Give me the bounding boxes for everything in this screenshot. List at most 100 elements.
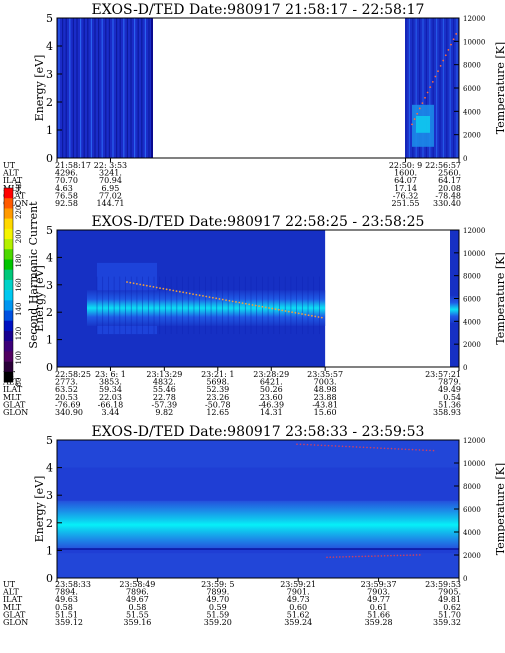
y2-axis-label: Temperature [K] [494, 463, 505, 555]
temperature-point [326, 556, 328, 559]
orbit-row-label: GLON [3, 618, 28, 627]
y-tick-label: 5 [46, 434, 53, 447]
orbit-value: 51.36 [438, 400, 461, 409]
energy-band [87, 290, 326, 326]
orbit-value: 51.59 [206, 610, 229, 619]
temperature-point [450, 43, 452, 46]
orbit-row-label: MLT [3, 603, 22, 612]
y-tick-label: 2 [46, 306, 53, 319]
orbit-value: 7003. [314, 378, 337, 387]
orbit-value: 22:50: 9 [389, 161, 422, 170]
data-segment-2 [405, 18, 459, 158]
temperature-point [274, 308, 277, 311]
temperature-point [376, 447, 379, 449]
y-tick-label: 4 [46, 251, 53, 264]
colorbar-frame [3, 187, 14, 383]
orbit-value: 50.26 [260, 385, 283, 394]
orbit-row-label: GLAT [3, 610, 26, 619]
colorbar-tick-label: 160 [15, 278, 23, 291]
y-tick-label: 3 [46, 68, 53, 81]
temperature-point [418, 449, 421, 451]
orbit-value: 4296. [55, 169, 78, 178]
orbit-value: -76.32 [393, 191, 419, 200]
temperature-point [429, 86, 432, 89]
colorbar-segment [4, 218, 13, 230]
orbit-value: 251.55 [392, 199, 420, 208]
y-tick-label: 2 [46, 96, 53, 109]
temperature-point [359, 446, 361, 448]
orbit-value: 49.77 [367, 595, 390, 604]
orbit-value: 359.12 [55, 618, 83, 627]
orbit-value: 4832. [153, 378, 176, 387]
temperature-point [401, 448, 403, 450]
orbit-value: 51.66 [367, 610, 390, 619]
colorbar-segment [4, 279, 13, 291]
orbit-value: 7903. [367, 588, 390, 597]
y-tick-label: 3 [46, 279, 53, 292]
panel-title: EXOS-D/TED Date:980917 22:58:25 - 23:58:… [92, 214, 425, 230]
orbit-value: 70.94 [99, 176, 122, 185]
orbit-value: 359.20 [204, 618, 232, 627]
y-tick-label: 4 [46, 462, 53, 475]
temperature-point [311, 314, 313, 317]
temperature-point [303, 443, 305, 446]
temperature-point [416, 112, 419, 115]
temperature-point [338, 445, 340, 447]
temperature-point [342, 556, 344, 558]
orbit-row-label: MLT [3, 393, 22, 402]
temperature-point [415, 554, 418, 556]
temperature-point [432, 449, 435, 452]
orbit-value: 49.67 [126, 595, 149, 604]
orbit-value: 0.60 [289, 603, 307, 612]
orbit-value: 4.63 [55, 184, 73, 193]
temperature-point [442, 59, 445, 62]
orbit-value: 22.03 [99, 393, 122, 402]
colorbar-segment [4, 371, 13, 383]
temperature-point [132, 282, 135, 285]
temperature-point [313, 444, 316, 446]
orbit-value: 49.70 [206, 595, 229, 604]
temperature-point [369, 446, 372, 449]
orbit-value: 359.24 [284, 618, 312, 627]
data-region [57, 230, 326, 367]
temperature-point [155, 286, 158, 289]
orbit-row-label: GLON [3, 199, 28, 208]
temperature-point [352, 445, 354, 448]
temperature-point [310, 444, 312, 446]
orbit-value: 9.82 [155, 408, 173, 417]
segment-blob [416, 116, 430, 133]
colorbar-segment [4, 300, 13, 311]
colorbar: 240 220 200 180 160 140 120 100 80 Second Harmoni… [3, 181, 40, 386]
orbit-value: 23:59: 5 [201, 580, 234, 589]
temperature-point [287, 310, 290, 313]
temperature-point [211, 296, 214, 299]
colorbar-segment [4, 188, 13, 199]
temperature-point [408, 448, 410, 451]
orbit-value: 76.58 [55, 191, 78, 200]
orbit-value: 5698. [206, 378, 229, 387]
y2-tick-label: 4000 [463, 108, 481, 116]
temperature-point [320, 316, 323, 319]
temperature-point [129, 281, 132, 284]
orbit-value: 17.14 [394, 184, 417, 193]
orbit-row-label: ILAT [3, 385, 23, 394]
orbit-value: 23:59:21 [280, 580, 316, 589]
temperature-point [351, 555, 354, 558]
temperature-point [235, 301, 237, 303]
orbit-value: 23.60 [260, 393, 283, 402]
temperature-point [198, 294, 201, 297]
colorbar-segment [4, 239, 13, 250]
orbit-row-label: UT [3, 161, 16, 170]
temperature-point [231, 300, 234, 303]
spectrogram-panel-1: EXOS-D/TED Date:980917 21:58:17 - 22:58:… [2, 2, 505, 208]
temperature-point [221, 298, 224, 301]
y2-tick-label: 0 [463, 575, 467, 583]
y-tick-label: 0 [46, 572, 53, 585]
temperature-point [175, 290, 178, 293]
temperature-point [418, 107, 421, 110]
temperature-point [152, 285, 155, 288]
temperature-point [364, 555, 367, 558]
orbit-value: 359.28 [365, 618, 393, 627]
temperature-point [225, 299, 227, 302]
temperature-point [411, 448, 414, 451]
